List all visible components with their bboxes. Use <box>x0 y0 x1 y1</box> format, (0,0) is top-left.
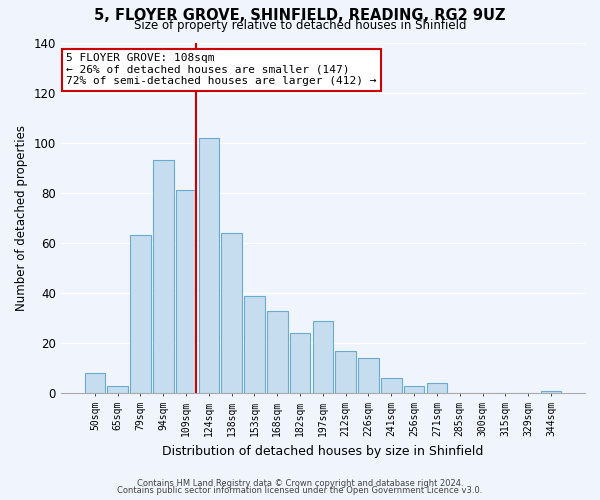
Bar <box>404 386 424 394</box>
Text: 5 FLOYER GROVE: 108sqm
← 26% of detached houses are smaller (147)
72% of semi-de: 5 FLOYER GROVE: 108sqm ← 26% of detached… <box>66 53 377 86</box>
Bar <box>541 391 561 394</box>
Bar <box>244 296 265 394</box>
Bar <box>381 378 401 394</box>
Bar <box>427 384 447 394</box>
Bar <box>85 373 105 394</box>
Bar <box>267 310 287 394</box>
Bar <box>290 333 310 394</box>
Bar <box>221 233 242 394</box>
Text: Size of property relative to detached houses in Shinfield: Size of property relative to detached ho… <box>134 19 466 32</box>
Bar <box>107 386 128 394</box>
Bar <box>358 358 379 394</box>
Bar <box>199 138 219 394</box>
Bar <box>176 190 196 394</box>
X-axis label: Distribution of detached houses by size in Shinfield: Distribution of detached houses by size … <box>162 444 484 458</box>
Bar <box>313 320 333 394</box>
Text: 5, FLOYER GROVE, SHINFIELD, READING, RG2 9UZ: 5, FLOYER GROVE, SHINFIELD, READING, RG2… <box>94 8 506 22</box>
Y-axis label: Number of detached properties: Number of detached properties <box>15 125 28 311</box>
Bar <box>130 236 151 394</box>
Bar <box>153 160 173 394</box>
Bar <box>335 350 356 394</box>
Text: Contains HM Land Registry data © Crown copyright and database right 2024.: Contains HM Land Registry data © Crown c… <box>137 478 463 488</box>
Text: Contains public sector information licensed under the Open Government Licence v3: Contains public sector information licen… <box>118 486 482 495</box>
